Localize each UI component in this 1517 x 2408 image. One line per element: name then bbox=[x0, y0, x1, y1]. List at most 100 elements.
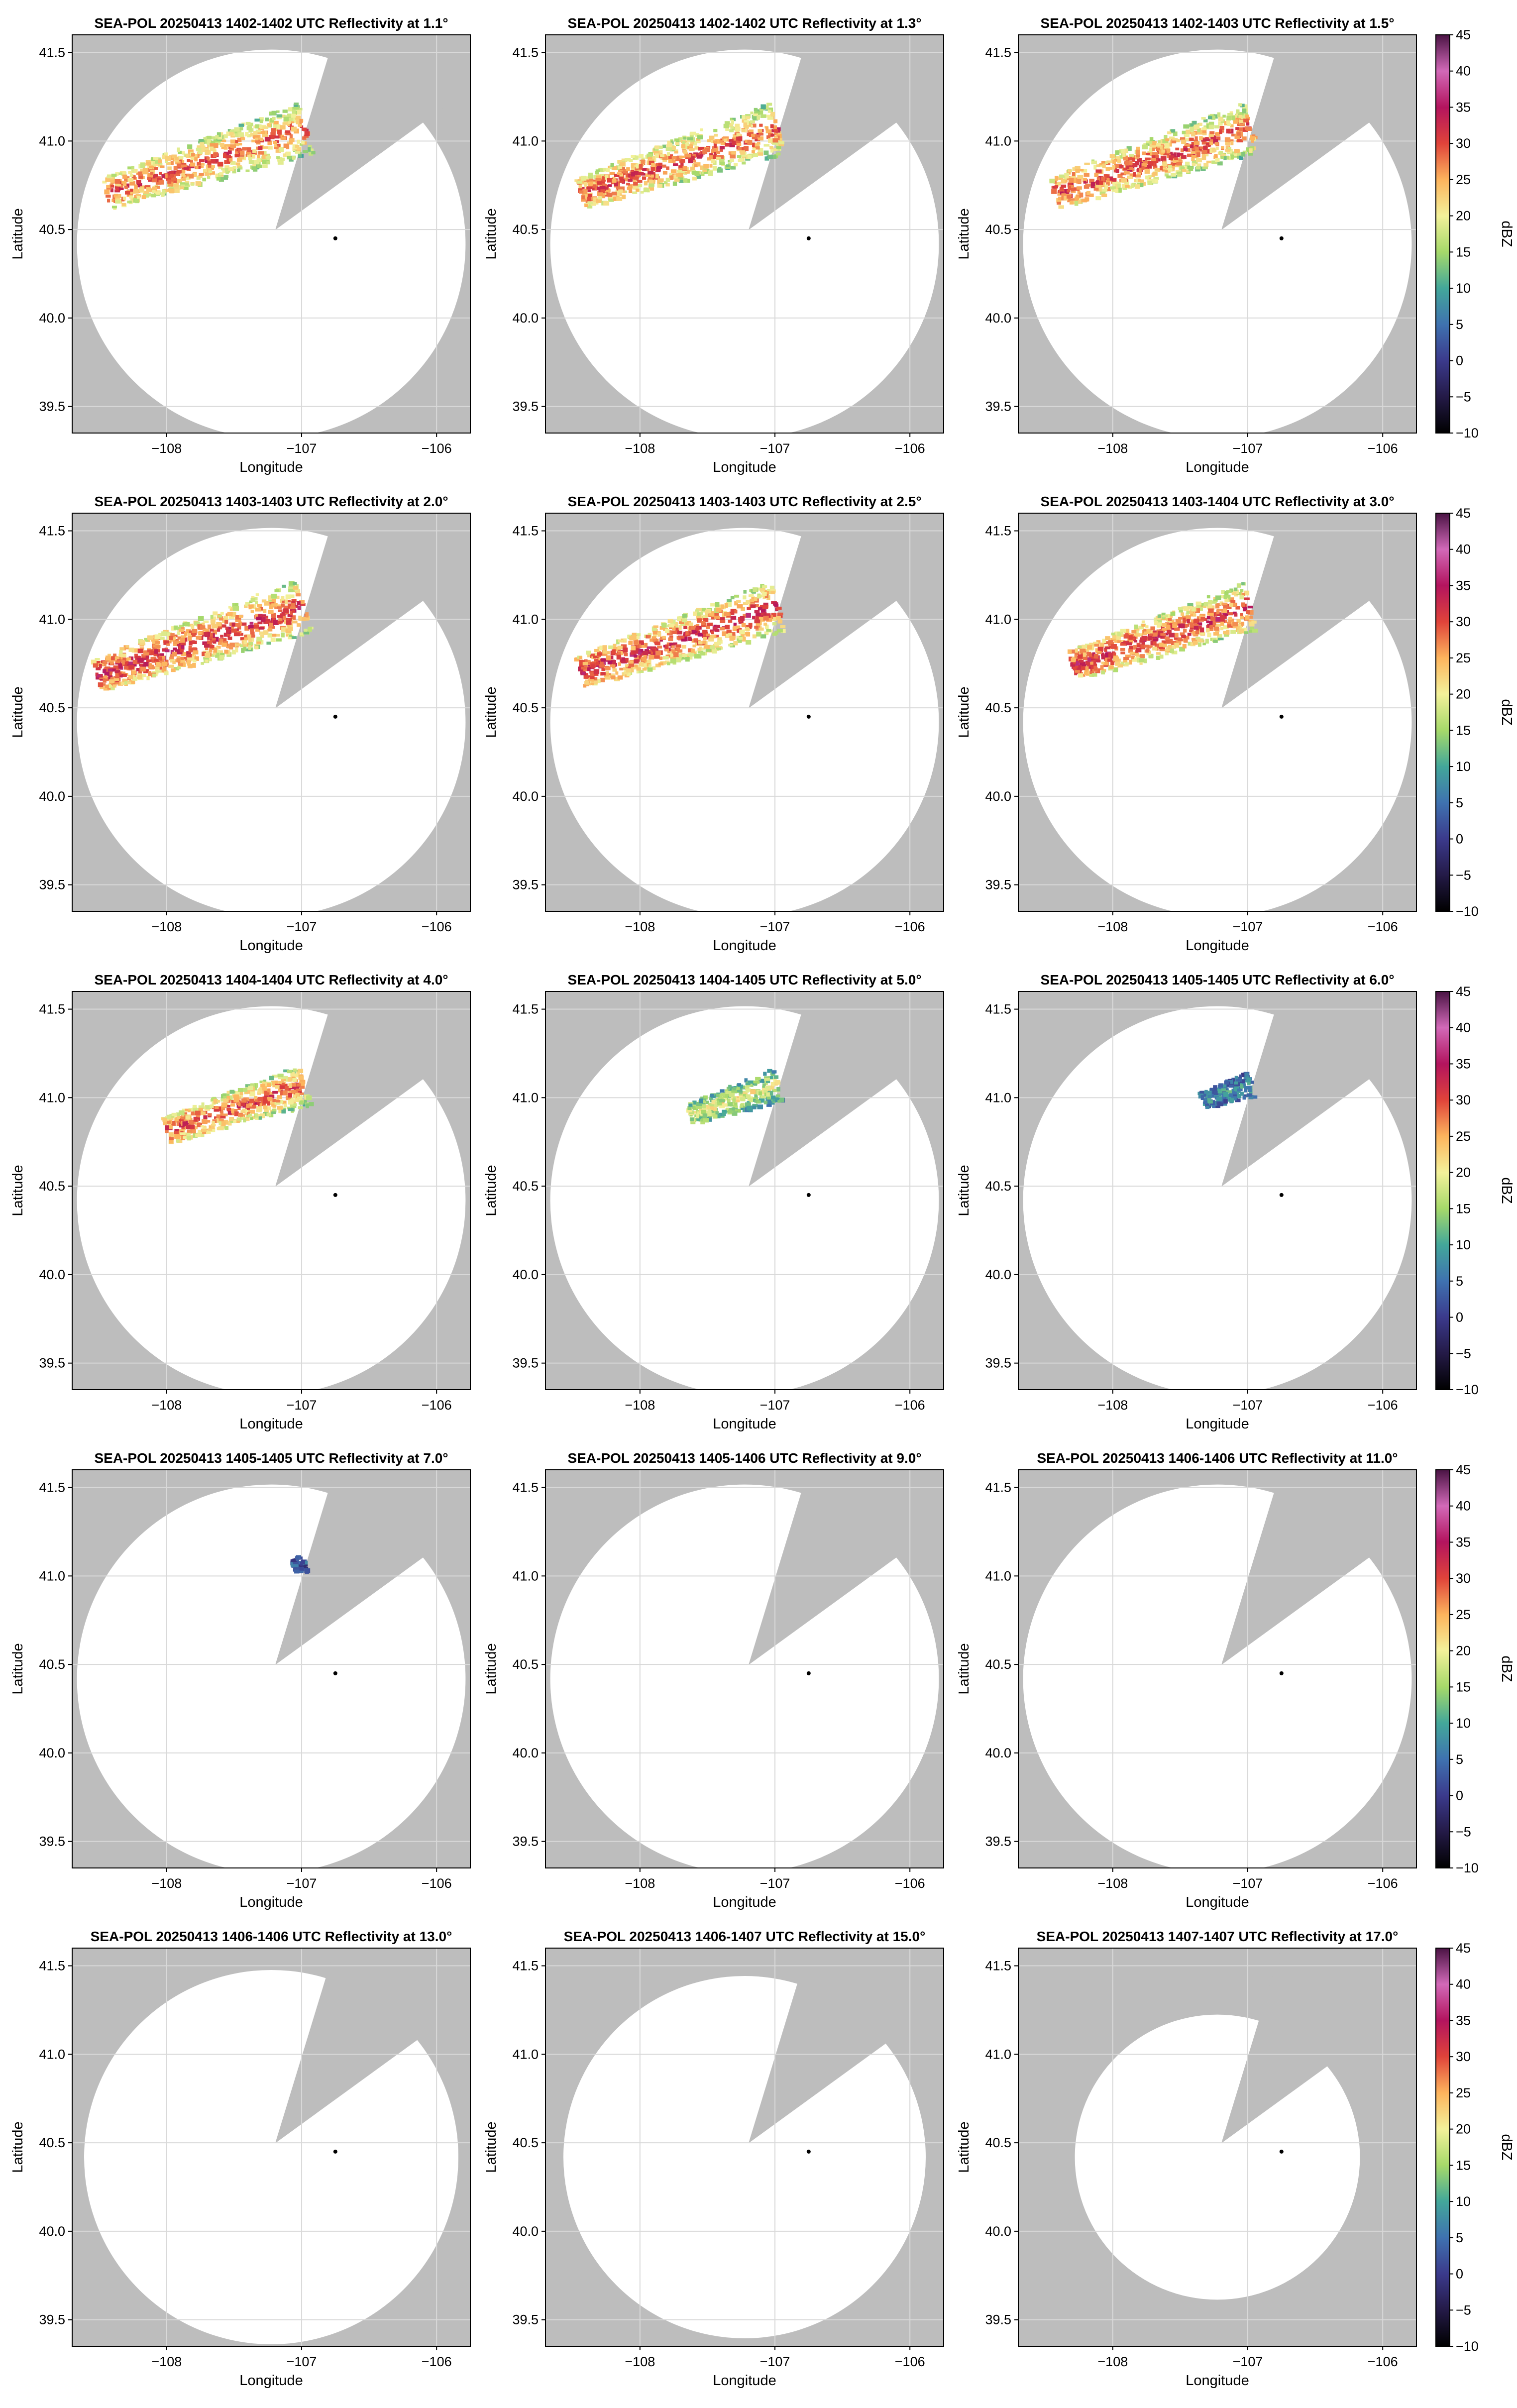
echo-pixel bbox=[277, 129, 282, 135]
echo-pixel bbox=[1224, 137, 1231, 142]
echo-pixel bbox=[688, 148, 695, 151]
echo-pixel bbox=[1095, 184, 1099, 188]
echo-pixel bbox=[1236, 592, 1242, 595]
echo-pixel bbox=[1173, 158, 1179, 163]
echo-pixel bbox=[160, 165, 165, 168]
echo-pixel bbox=[186, 176, 191, 180]
echo-pixel bbox=[135, 199, 139, 204]
echo-pixel bbox=[720, 617, 725, 621]
echo-pixel bbox=[188, 648, 192, 653]
echo-pixel bbox=[169, 186, 175, 189]
echo-pixel bbox=[614, 181, 618, 187]
echo-pixel bbox=[1114, 638, 1118, 643]
echo-pixel bbox=[1071, 657, 1076, 662]
echo-pixel bbox=[1138, 168, 1142, 173]
echo-pixel bbox=[118, 187, 124, 190]
echo-pixel bbox=[173, 172, 179, 176]
echo-pixel bbox=[1206, 595, 1210, 599]
echo-pixel bbox=[690, 166, 695, 172]
echo-pixel bbox=[286, 632, 289, 637]
echo-pixel bbox=[119, 171, 126, 175]
echo-pixel bbox=[187, 1109, 191, 1112]
echo-pixel bbox=[1177, 172, 1183, 177]
echo-pixel bbox=[235, 647, 238, 653]
y-tick-label: 40.0 bbox=[512, 789, 539, 804]
echo-pixel bbox=[177, 643, 181, 647]
echo-pixel bbox=[235, 149, 238, 154]
y-axis-label: Latitude bbox=[956, 686, 972, 738]
echo-pixel bbox=[665, 183, 670, 187]
echo-pixel bbox=[229, 129, 234, 134]
echo-pixel bbox=[1160, 156, 1167, 161]
echo-pixel bbox=[702, 630, 708, 634]
echo-pixel bbox=[280, 613, 286, 618]
echo-pixel bbox=[169, 171, 175, 176]
echo-pixel bbox=[226, 629, 230, 632]
echo-pixel bbox=[1089, 643, 1094, 646]
echo-pixel bbox=[115, 187, 119, 191]
echo-pixel bbox=[1177, 160, 1183, 163]
echo-pixel bbox=[720, 1089, 725, 1093]
echo-pixel bbox=[1197, 622, 1202, 626]
echo-pixel bbox=[1201, 117, 1206, 120]
echo-pixel bbox=[1176, 171, 1183, 174]
echo-pixel bbox=[210, 140, 216, 144]
echo-pixel bbox=[113, 665, 119, 669]
echo-pixel bbox=[1083, 181, 1086, 184]
echo-pixel bbox=[259, 1087, 262, 1091]
echo-pixel bbox=[188, 646, 192, 650]
echo-pixel bbox=[215, 135, 219, 139]
echo-pixel bbox=[1141, 620, 1145, 624]
echo-pixel bbox=[657, 178, 664, 183]
echo-pixel bbox=[722, 613, 726, 618]
echo-pixel bbox=[217, 135, 222, 140]
echo-pixel bbox=[214, 1109, 219, 1112]
echo-pixel bbox=[654, 151, 660, 155]
echo-pixel bbox=[1246, 126, 1252, 131]
echo-pixel bbox=[1123, 659, 1128, 663]
echo-pixel bbox=[298, 123, 302, 127]
echo-pixel bbox=[151, 157, 155, 161]
echo-pixel bbox=[225, 168, 228, 173]
echo-pixel bbox=[1207, 633, 1211, 638]
echo-pixel bbox=[248, 642, 253, 646]
echo-pixel bbox=[1082, 645, 1086, 649]
echo-pixel bbox=[99, 686, 106, 689]
echo-pixel bbox=[596, 678, 601, 683]
echo-pixel bbox=[277, 615, 283, 618]
echo-pixel bbox=[769, 591, 775, 594]
echo-pixel bbox=[764, 105, 769, 110]
echo-pixel bbox=[1224, 121, 1227, 125]
echo-pixel bbox=[1161, 149, 1166, 153]
echo-pixel bbox=[173, 625, 178, 630]
echo-pixel bbox=[719, 158, 725, 163]
echo-pixel bbox=[253, 597, 258, 601]
echo-pixel bbox=[601, 672, 606, 675]
echo-pixel bbox=[636, 667, 642, 671]
echo-pixel bbox=[278, 1081, 282, 1084]
echo-pixel bbox=[239, 644, 243, 648]
echo-pixel bbox=[1189, 137, 1194, 141]
echo-pixel bbox=[1087, 645, 1092, 650]
echo-pixel bbox=[671, 626, 676, 631]
echo-pixel bbox=[260, 1084, 265, 1087]
echo-pixel bbox=[243, 1088, 248, 1092]
echo-pixel bbox=[732, 117, 736, 121]
echo-pixel bbox=[1196, 163, 1201, 167]
echo-pixel bbox=[621, 158, 628, 162]
echo-pixel bbox=[705, 645, 712, 650]
echo-pixel bbox=[261, 599, 267, 603]
echo-pixel bbox=[735, 123, 740, 129]
echo-pixel bbox=[750, 600, 755, 604]
echo-pixel bbox=[1215, 146, 1219, 150]
echo-pixel bbox=[1110, 660, 1115, 665]
echo-pixel bbox=[618, 640, 623, 643]
echo-pixel bbox=[205, 160, 210, 163]
echo-pixel bbox=[754, 111, 760, 115]
echo-pixel bbox=[599, 664, 605, 668]
echo-pixel bbox=[216, 177, 221, 181]
echo-pixel bbox=[292, 601, 295, 605]
echo-pixel bbox=[131, 166, 134, 170]
echo-pixel bbox=[697, 633, 703, 637]
echo-pixel bbox=[114, 179, 120, 184]
